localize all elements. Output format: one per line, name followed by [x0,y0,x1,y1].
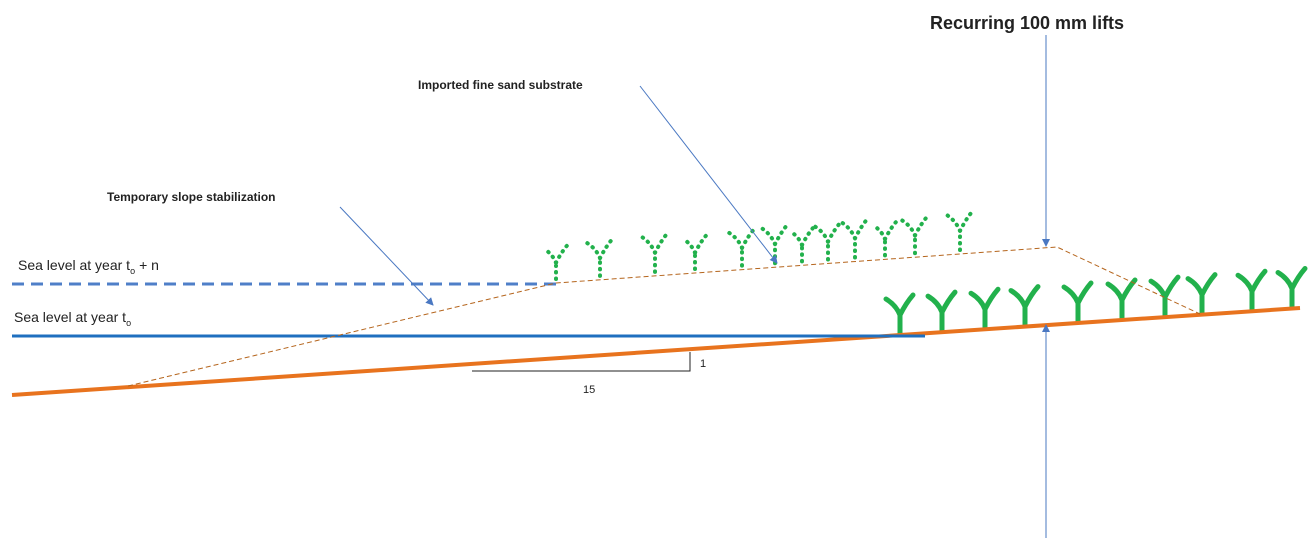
lifts-label: Recurring 100 mm lifts [930,13,1124,33]
seedling-dotted [586,239,612,276]
sea-level-current-label: Sea level at year to [14,309,131,328]
substrate-callout [640,86,777,263]
ground-line [12,308,1300,395]
label-subscript: o [130,266,135,276]
seedling-dotted [682,235,706,269]
plant [1188,275,1215,313]
seedling-dotted [945,210,974,250]
plant [886,295,913,333]
label-text: Sea level at year t [18,257,130,273]
seedling-dotted [728,228,754,265]
seedling-dotted [840,217,869,257]
substrate-label: Imported fine sand substrate [418,78,583,92]
label-suffix: + n [139,257,159,273]
seedling-dotted [872,221,896,255]
plant [1238,271,1265,309]
label-subscript: o [126,318,131,328]
plant [1011,287,1038,325]
plant [971,289,998,327]
seedling-dotted [789,227,813,261]
stabilization-label: Temporary slope stabilization [107,190,275,204]
sea-level-future-label: Sea level at year to + n [18,257,159,276]
slope-run: 15 [583,384,595,396]
substrate-profile [128,247,1200,386]
stabilization-callout [340,207,433,305]
seedling-dotted [760,223,789,263]
plant [1108,280,1135,318]
plant [1064,283,1091,321]
seedling-dotted [640,232,669,272]
diagram: 1 15 Recurring 100 mm lifts Imported fin… [0,0,1311,542]
plant [1278,269,1305,307]
seedling-dotted [814,222,840,259]
plant [1151,277,1178,315]
seedling-dotted [543,245,567,279]
plant [928,292,955,330]
label-text: Sea level at year t [14,309,126,325]
seedling-dotted [901,216,927,253]
slope-rise: 1 [700,358,706,370]
